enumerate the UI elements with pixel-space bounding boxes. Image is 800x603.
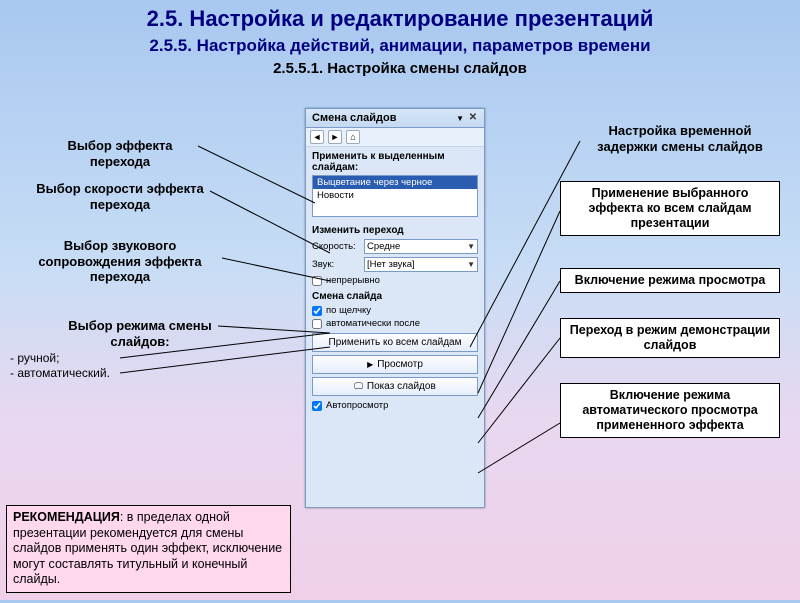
forward-icon[interactable]: ► <box>328 130 342 144</box>
mode-item-2: - автоматический. <box>10 366 110 380</box>
box-autopreview: Включение режима автоматического просмот… <box>560 383 780 438</box>
autopreview-label: Автопросмотр <box>326 400 388 411</box>
panel-titlebar: Смена слайдов ▼ ✕ <box>306 109 484 128</box>
recommendation-box: РЕКОМЕНДАЦИЯ: в пределах одной презентац… <box>6 505 291 593</box>
loop-label: непрерывно <box>326 275 380 286</box>
preview-button[interactable]: Просмотр <box>312 355 478 374</box>
effects-listbox[interactable]: Выцветание через черное Новости <box>312 175 478 217</box>
transition-panel: Смена слайдов ▼ ✕ ◄ ► ⌂ Применить к выде… <box>305 108 485 508</box>
mode-item-1: - ручной; <box>10 351 59 365</box>
sound-value: [Нет звука] <box>367 259 415 270</box>
label-effect: Выбор эффекта перехода <box>40 138 200 169</box>
apply-all-button[interactable]: Применить ко всем слайдам <box>312 333 478 352</box>
slideshow-button[interactable]: Показ слайдов <box>312 377 478 396</box>
label-speed: Выбор скорости эффекта перехода <box>30 181 210 212</box>
advance-auto-checkbox[interactable] <box>312 319 322 329</box>
panel-title-text: Смена слайдов <box>312 112 396 124</box>
section-apply: Применить к выделенным слайдам: <box>306 147 484 175</box>
loop-checkbox[interactable] <box>312 276 322 286</box>
autopreview-checkbox[interactable] <box>312 401 322 411</box>
effect-item[interactable]: Новости <box>313 189 477 202</box>
recommendation-label: РЕКОМЕНДАЦИЯ <box>13 510 120 524</box>
box-slideshow: Переход в режим демонстрации слайдов <box>560 318 780 358</box>
sound-combo[interactable]: [Нет звука] ▼ <box>364 257 478 272</box>
section-change: Изменить переход <box>306 221 484 238</box>
speed-value: Средне <box>367 241 400 252</box>
close-icon[interactable]: ✕ <box>468 113 478 123</box>
label-mode: Выбор режима смены слайдов: <box>60 318 220 349</box>
speed-combo[interactable]: Средне ▼ <box>364 239 478 254</box>
effect-item-selected[interactable]: Выцветание через черное <box>313 176 477 189</box>
advance-auto-label: автоматически после <box>326 318 420 329</box>
chevron-down-icon: ▼ <box>467 242 475 251</box>
section-advance: Смена слайда <box>306 287 484 304</box>
box-preview: Включение режима просмотра <box>560 268 780 293</box>
back-icon[interactable]: ◄ <box>310 130 324 144</box>
advance-click-checkbox[interactable] <box>312 306 322 316</box>
chevron-down-icon: ▼ <box>467 260 475 269</box>
label-delay: Настройка временной задержки смены слайд… <box>580 123 780 154</box>
panel-toolbar: ◄ ► ⌂ <box>306 128 484 147</box>
heading-3: 2.5.5.1. Настройка смены слайдов <box>0 58 800 83</box>
sound-label: Звук: <box>312 259 360 270</box>
advance-click-label: по щелчку <box>326 305 371 316</box>
dropdown-icon[interactable]: ▼ <box>456 114 464 123</box>
label-sound: Выбор звукового сопровождения эффекта пе… <box>20 238 220 285</box>
box-apply-all: Применение выбранного эффекта ко всем сл… <box>560 181 780 236</box>
speed-label: Скорость: <box>312 241 360 252</box>
heading-1: 2.5. Настройка и редактирование презента… <box>0 0 800 34</box>
home-icon[interactable]: ⌂ <box>346 130 360 144</box>
heading-2: 2.5.5. Настройка действий, анимации, пар… <box>0 34 800 58</box>
